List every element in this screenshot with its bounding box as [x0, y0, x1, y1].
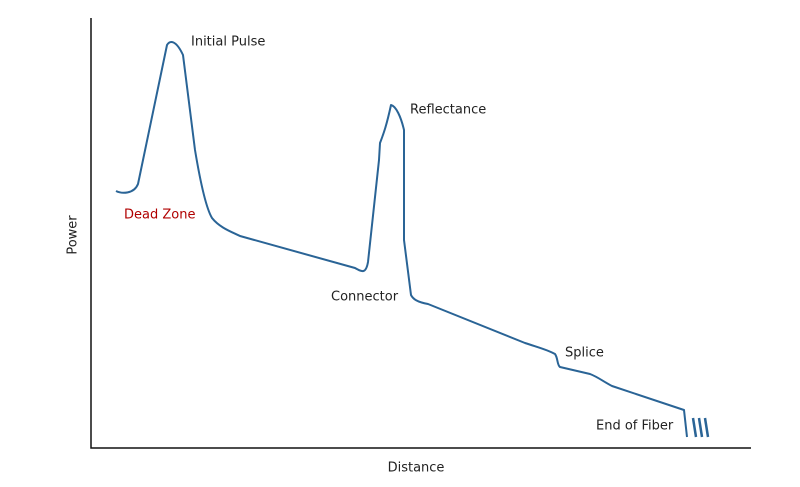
end-of-fiber-label: End of Fiber — [596, 419, 674, 434]
axes — [90, 18, 751, 449]
connector-label: Connector — [331, 290, 399, 305]
fiber-end-marks — [691, 417, 710, 438]
y-axis-label: Power — [66, 215, 81, 255]
dead-zone-label: Dead Zone — [124, 208, 195, 223]
reflectance-label: Reflectance — [410, 103, 486, 118]
initial-pulse-label: Initial Pulse — [191, 35, 265, 50]
x-axis-label: Distance — [388, 461, 445, 476]
splice-label: Splice — [565, 346, 604, 361]
trace — [115, 41, 688, 438]
